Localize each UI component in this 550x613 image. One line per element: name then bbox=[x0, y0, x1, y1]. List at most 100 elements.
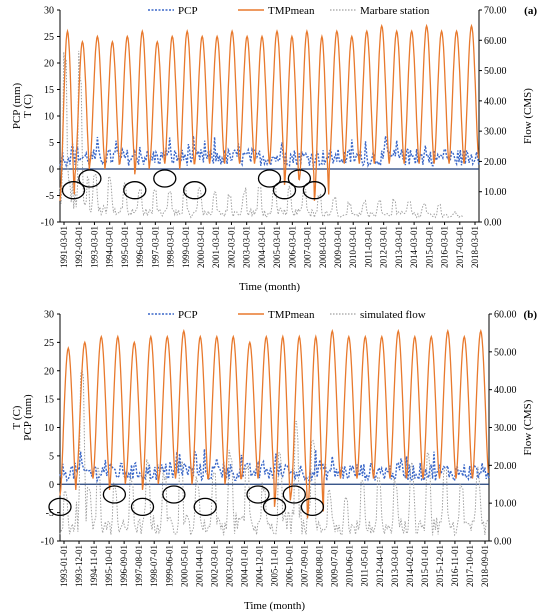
y-axis-label-left: PCP (mm) bbox=[22, 394, 34, 441]
series-pcp bbox=[59, 449, 490, 484]
panel-a: 30 25 20 15 10 5 0 -5 -10 70.00 60.00 50.00 40.00 30.… bbox=[11, 5, 537, 293]
left-tick-label: -10 bbox=[41, 537, 54, 548]
highlight-circle bbox=[123, 181, 147, 200]
right-tick-label: 30.00 bbox=[494, 423, 517, 434]
highlight-circle bbox=[262, 497, 287, 517]
legend-label: Marbare station bbox=[360, 5, 430, 17]
x-tick-label: 2001-04-01 bbox=[194, 545, 204, 587]
x-tick-label: 2010-03-01 bbox=[348, 226, 358, 268]
x-tick-label: 2003-02-01 bbox=[224, 545, 234, 587]
x-tick-label: 2015-12-01 bbox=[435, 545, 445, 587]
x-tick-label: 1994-03-01 bbox=[105, 226, 115, 268]
highlight-circle bbox=[300, 497, 325, 517]
left-tick-label: 5 bbox=[49, 138, 54, 149]
x-tick-label: 1995-03-01 bbox=[120, 226, 130, 268]
right-tick-label: 40.00 bbox=[494, 385, 517, 396]
x-tick-label: 1998-07-01 bbox=[149, 545, 159, 587]
y-axis-label-left: PCP (mm) bbox=[11, 82, 23, 129]
left-tick-label: 25 bbox=[44, 32, 54, 43]
series-flow bbox=[59, 369, 489, 537]
y-axis-label-left: T (C) bbox=[22, 94, 34, 118]
y-axis-label-left: T (C) bbox=[11, 405, 23, 429]
x-tick-label: 2009-07-01 bbox=[330, 545, 340, 587]
right-tick-label: 40.00 bbox=[484, 96, 507, 107]
highlight-circle bbox=[193, 497, 217, 517]
x-tick-label: 1992-03-01 bbox=[74, 226, 84, 268]
panel-label: (b) bbox=[524, 309, 538, 321]
legend-label: TMPmean bbox=[268, 309, 315, 321]
left-tick-label: 20 bbox=[44, 59, 54, 70]
x-tick-label: 2012-03-01 bbox=[379, 226, 389, 268]
series-tmpmean bbox=[59, 23, 480, 201]
x-tick-label: 2004-01-01 bbox=[239, 545, 249, 587]
highlight-circle bbox=[246, 485, 270, 504]
x-tick-label: 2006-10-01 bbox=[285, 545, 295, 587]
x-tick-label: 2012-04-01 bbox=[375, 545, 385, 587]
x-tick-label: 2015-01-01 bbox=[420, 545, 430, 587]
x-tick-label: 2009-03-01 bbox=[333, 226, 343, 268]
x-tick-label: 2008-03-01 bbox=[318, 226, 328, 268]
x-tick-label: 1993-03-01 bbox=[89, 226, 99, 268]
x-tick-label: 1996-09-01 bbox=[119, 545, 129, 587]
panel-b: 30 25 20 15 10 5 0 -5 -10 60.00 50.00 40.00 30.00 20.… bbox=[11, 309, 537, 612]
x-tick-label: 1997-03-01 bbox=[150, 226, 160, 268]
x-axis-label: Time (month) bbox=[244, 600, 305, 612]
x-tick-label: 2014-03-01 bbox=[409, 226, 419, 268]
x-tick-label: 2000-03-01 bbox=[196, 226, 206, 268]
legend-label: PCP bbox=[178, 309, 198, 321]
right-tick-label: 10.00 bbox=[484, 187, 507, 198]
x-tick-label: 1993-01-01 bbox=[59, 545, 69, 587]
x-tick-label: 2003-03-01 bbox=[242, 226, 252, 268]
right-tick-label: 20.00 bbox=[494, 461, 517, 472]
x-tick-label: 2002-03-01 bbox=[226, 226, 236, 268]
x-tick-label: 1996-03-01 bbox=[135, 226, 145, 268]
highlight-circle bbox=[272, 181, 297, 200]
left-tick-label: -5 bbox=[46, 191, 54, 202]
highlight-circle bbox=[257, 169, 282, 188]
highlight-circle bbox=[48, 497, 72, 517]
left-tick-label: -5 bbox=[46, 508, 54, 519]
x-tick-label: 1998-03-01 bbox=[166, 226, 176, 268]
highlight-circle bbox=[282, 485, 306, 504]
highlight-circle bbox=[61, 181, 86, 200]
left-tick-label: 25 bbox=[44, 338, 54, 349]
x-tick-label: 1994-11-01 bbox=[89, 545, 99, 587]
right-tick-label: 60.00 bbox=[494, 310, 517, 321]
panel-label: (a) bbox=[524, 5, 537, 17]
left-tick-label: 5 bbox=[49, 451, 54, 462]
x-tick-label: 2000-05-01 bbox=[179, 545, 189, 587]
x-tick-label: 2013-03-01 bbox=[390, 545, 400, 587]
left-tick-label: 10 bbox=[44, 423, 54, 434]
x-tick-label: 1997-08-01 bbox=[134, 545, 144, 587]
x-tick-label: 2006-03-01 bbox=[287, 226, 297, 268]
legend-label: PCP bbox=[178, 5, 198, 17]
x-tick-label: 2017-03-01 bbox=[455, 226, 465, 268]
x-tick-label: 2001-03-01 bbox=[211, 226, 221, 268]
left-tick-label: 30 bbox=[44, 310, 54, 321]
x-tick-label: 2010-06-01 bbox=[345, 545, 355, 587]
x-tick-label: 2018-03-01 bbox=[470, 226, 480, 268]
x-axis-label: Time (month) bbox=[239, 281, 300, 293]
highlight-circle bbox=[78, 169, 102, 188]
highlight-circle bbox=[183, 181, 207, 200]
legend-label: simulated flow bbox=[360, 309, 426, 321]
right-tick-label: 50.00 bbox=[494, 347, 517, 358]
x-tick-label: 2002-03-01 bbox=[209, 545, 219, 587]
x-tick-label: 1995-10-01 bbox=[104, 545, 114, 587]
left-tick-label: 0 bbox=[49, 480, 54, 491]
right-tick-label: 10.00 bbox=[494, 499, 517, 510]
highlight-circle bbox=[302, 181, 327, 200]
x-tick-label: 2011-03-01 bbox=[363, 226, 373, 268]
left-tick-label: 0 bbox=[49, 165, 54, 176]
highlight-circle bbox=[102, 485, 127, 504]
x-tick-label: 2007-09-01 bbox=[300, 545, 310, 587]
x-tick-label: 2015-03-01 bbox=[424, 226, 434, 268]
x-tick-label: 2007-03-01 bbox=[303, 226, 313, 268]
x-tick-label: 2008-08-01 bbox=[315, 545, 325, 587]
x-tick-label: 2017-10-01 bbox=[465, 545, 475, 587]
x-tick-label: 2004-03-01 bbox=[257, 226, 267, 268]
x-tick-label: 2014-02-01 bbox=[405, 545, 415, 587]
x-tick-label: 1999-03-01 bbox=[181, 226, 191, 268]
highlight-circle bbox=[130, 497, 155, 517]
x-tick-label: 2005-03-01 bbox=[272, 226, 282, 268]
